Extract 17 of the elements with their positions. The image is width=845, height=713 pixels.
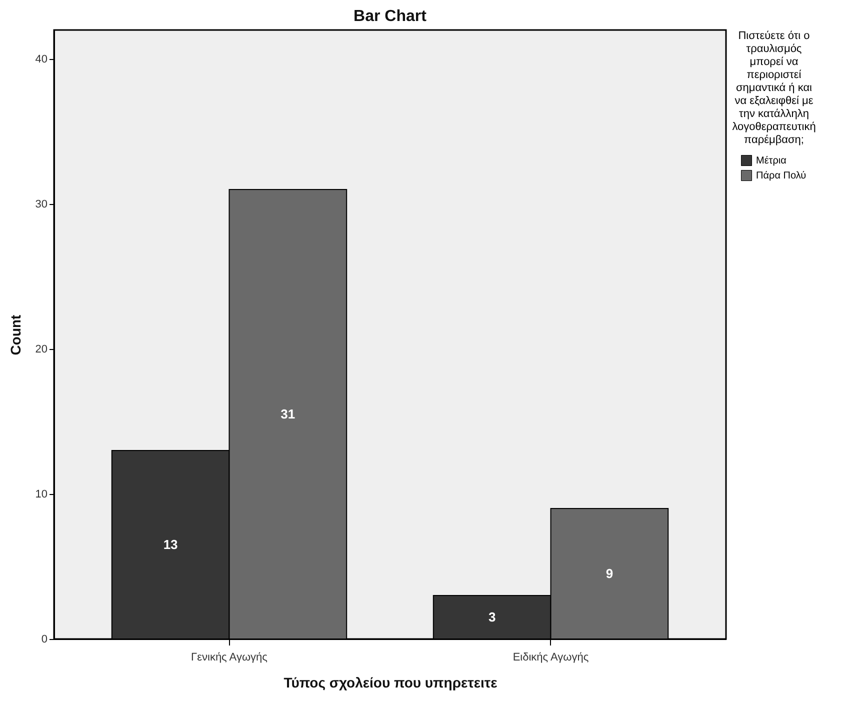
legend-label: Πάρα Πολύ <box>756 170 806 182</box>
x-tick-label: Γενικής Αγωγής <box>191 652 268 664</box>
y-axis-title: Count <box>7 314 24 356</box>
x-axis-title: Τύπος σχολείου που υπηρετειτε <box>284 674 498 690</box>
y-tick-label: 0 <box>41 634 48 646</box>
y-tick-label: 20 <box>35 344 48 356</box>
y-tick-label: 30 <box>35 198 48 210</box>
data-label: 9 <box>606 566 614 581</box>
data-label: 3 <box>488 609 496 624</box>
y-tick-label: 10 <box>35 488 48 500</box>
legend-label: Μέτρια <box>756 156 787 166</box>
chart-title: Bar Chart <box>354 8 428 25</box>
data-label: 13 <box>163 536 178 552</box>
text: Πιστεύετε ότι ο τραυλισμός μπορεί να περιοριστεί σημαντικά ή και να εξαλειφθεί με την κατάλληλη λογοθεραπευτική παρέμβαση; <box>732 30 816 146</box>
data-label: 31 <box>280 406 296 422</box>
y-tick-label: 40 <box>35 54 48 66</box>
x-tick-label: Ειδικής Αγωγής <box>512 652 589 664</box>
